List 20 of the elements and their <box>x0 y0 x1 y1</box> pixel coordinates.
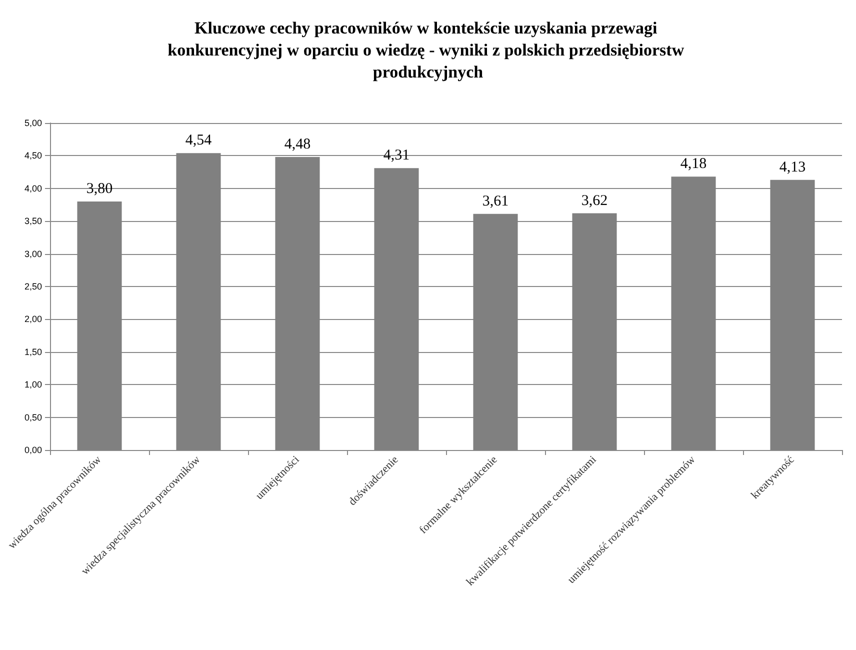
y-tick-label: 1,00 <box>24 380 42 390</box>
y-tick-label: 0,50 <box>24 412 42 422</box>
y-tick-label: 2,00 <box>24 314 42 324</box>
y-tick-label: 5,00 <box>24 118 42 128</box>
y-tick-label: 3,00 <box>24 248 42 259</box>
chart-title: Kluczowe cechy pracowników w kontekście uzyskania przewagi konkurencyjnej w oparciu o wiedzę - wyniki z polskich przedsiębiorstw produkcyjnych <box>168 18 688 82</box>
y-tick-label: 3,50 <box>24 216 42 226</box>
data-label: 3,62 <box>581 192 608 209</box>
y-tick-label: 4,00 <box>24 183 42 194</box>
y-tick-label: 2,50 <box>24 282 42 292</box>
data-label: 3,61 <box>482 193 509 210</box>
data-label: 3,80 <box>86 180 113 197</box>
data-label: 4,48 <box>284 136 311 153</box>
data-label: 4,31 <box>383 148 410 164</box>
data-label: 4,54 <box>185 132 212 149</box>
data-label: 4,13 <box>779 159 806 176</box>
y-tick-label: 1,50 <box>24 346 42 357</box>
y-tick-label: 4,50 <box>24 150 42 161</box>
data-label: 4,18 <box>680 156 707 172</box>
y-tick-label: 0,00 <box>24 445 42 455</box>
